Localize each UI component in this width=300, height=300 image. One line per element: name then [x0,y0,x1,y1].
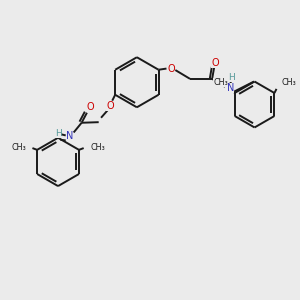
Text: CH₃: CH₃ [90,143,105,152]
Text: CH₃: CH₃ [281,78,296,87]
Text: O: O [211,58,219,68]
Text: CH₃: CH₃ [213,78,228,87]
Text: H: H [229,73,235,82]
Text: N: N [66,131,73,141]
Text: N: N [227,83,234,93]
Text: CH₃: CH₃ [11,143,26,152]
Text: H: H [55,129,62,138]
Text: O: O [167,64,175,74]
Text: O: O [106,101,114,111]
Text: O: O [86,102,94,112]
